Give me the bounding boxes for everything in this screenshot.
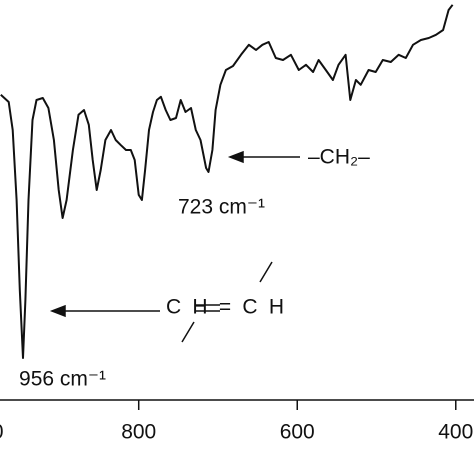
- x-tick-label: 600: [280, 421, 315, 444]
- annotation: CH=CH: [166, 296, 284, 319]
- annotation: –CH₂–: [308, 146, 370, 169]
- spectrum-line: [0, 4, 454, 359]
- x-tick-label: 1000: [0, 421, 4, 444]
- annotation-arrows: [49, 150, 300, 343]
- x-tick-label: 400: [438, 421, 473, 444]
- annotation: 723 cm⁻¹: [178, 196, 265, 219]
- annotation: 956 cm⁻¹: [19, 368, 106, 391]
- x-tick-label: 800: [121, 421, 156, 444]
